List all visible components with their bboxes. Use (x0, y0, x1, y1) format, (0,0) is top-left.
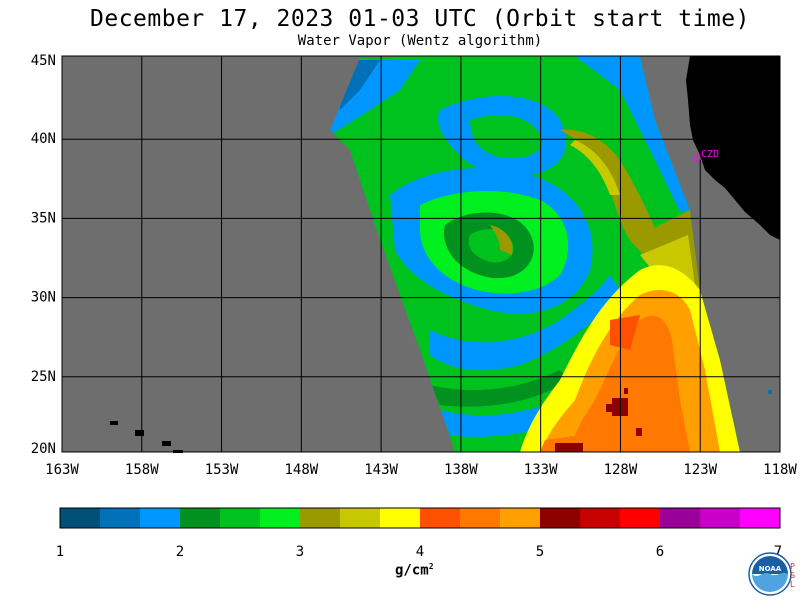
lat-label: 35N (31, 210, 56, 226)
colorbar-tick-label: 6 (656, 544, 664, 560)
lon-label: 128W (604, 462, 638, 478)
lon-label: 138W (444, 462, 478, 478)
colorbar-swatch (300, 508, 341, 528)
lon-label: 143W (364, 462, 398, 478)
colorbar-swatch (220, 508, 261, 528)
colorbar-tick-label: 3 (296, 544, 304, 560)
colorbar-swatch (260, 508, 301, 528)
map-frame (61, 55, 781, 453)
noaa-logo: NOAA (748, 552, 792, 596)
lon-label: 123W (683, 462, 717, 478)
colorbar-swatch (740, 508, 781, 528)
colorbar-tick-label: 5 (536, 544, 544, 560)
lat-label: 20N (31, 441, 56, 457)
lon-label: 118W (763, 462, 797, 478)
colorbar-tick-label: 1 (56, 544, 64, 560)
lon-label: 163W (45, 462, 79, 478)
lat-label: 25N (31, 369, 56, 385)
colorbar-units: g/cm2 (395, 562, 434, 579)
colorbar-swatch (620, 508, 661, 528)
colorbar-tick-label: 2 (176, 544, 184, 560)
colorbar-swatch (100, 508, 141, 528)
colorbar-swatch (420, 508, 461, 528)
colorbar-swatch (140, 508, 181, 528)
longitude-labels: 163W 158W 153W 148W 143W 138W 133W 128W 123W 118W (45, 462, 797, 478)
colorbar-swatch (700, 508, 741, 528)
lat-label: 40N (31, 131, 56, 147)
lon-label: 153W (205, 462, 239, 478)
colorbar-swatch (500, 508, 541, 528)
colorbar (60, 508, 781, 528)
map-title: December 17, 2023 01-03 UTC (Orbit start… (90, 6, 750, 32)
lon-label: 158W (125, 462, 159, 478)
colorbar-tick-label: 7 (774, 544, 782, 560)
lat-lon-grid (62, 56, 780, 452)
station-label: CZD (701, 149, 719, 160)
station-marker: CZD (693, 149, 719, 162)
colorbar-swatch (60, 508, 101, 528)
colorbar-tick-label: 4 (416, 544, 424, 560)
north-america-land (686, 56, 780, 394)
colorbar-tick-labels: 1 2 3 4 5 6 7 (56, 544, 782, 560)
logo-text: NOAA (759, 565, 782, 573)
colorbar-swatch (580, 508, 621, 528)
colorbar-swatch (380, 508, 421, 528)
colorbar-swatch (340, 508, 381, 528)
lat-label: 30N (31, 290, 56, 306)
colorbar-frame (59, 507, 781, 529)
lon-label: 133W (524, 462, 558, 478)
colorbar-swatch (460, 508, 501, 528)
colorbar-swatch (180, 508, 221, 528)
lon-label: 148W (284, 462, 318, 478)
lat-label: 45N (31, 53, 56, 69)
latitude-labels: 45N 40N 35N 30N 25N 20N (31, 53, 56, 457)
map-subtitle: Water Vapor (Wentz algorithm) (297, 33, 543, 49)
colorbar-swatch (660, 508, 701, 528)
colorbar-swatch (540, 508, 581, 528)
